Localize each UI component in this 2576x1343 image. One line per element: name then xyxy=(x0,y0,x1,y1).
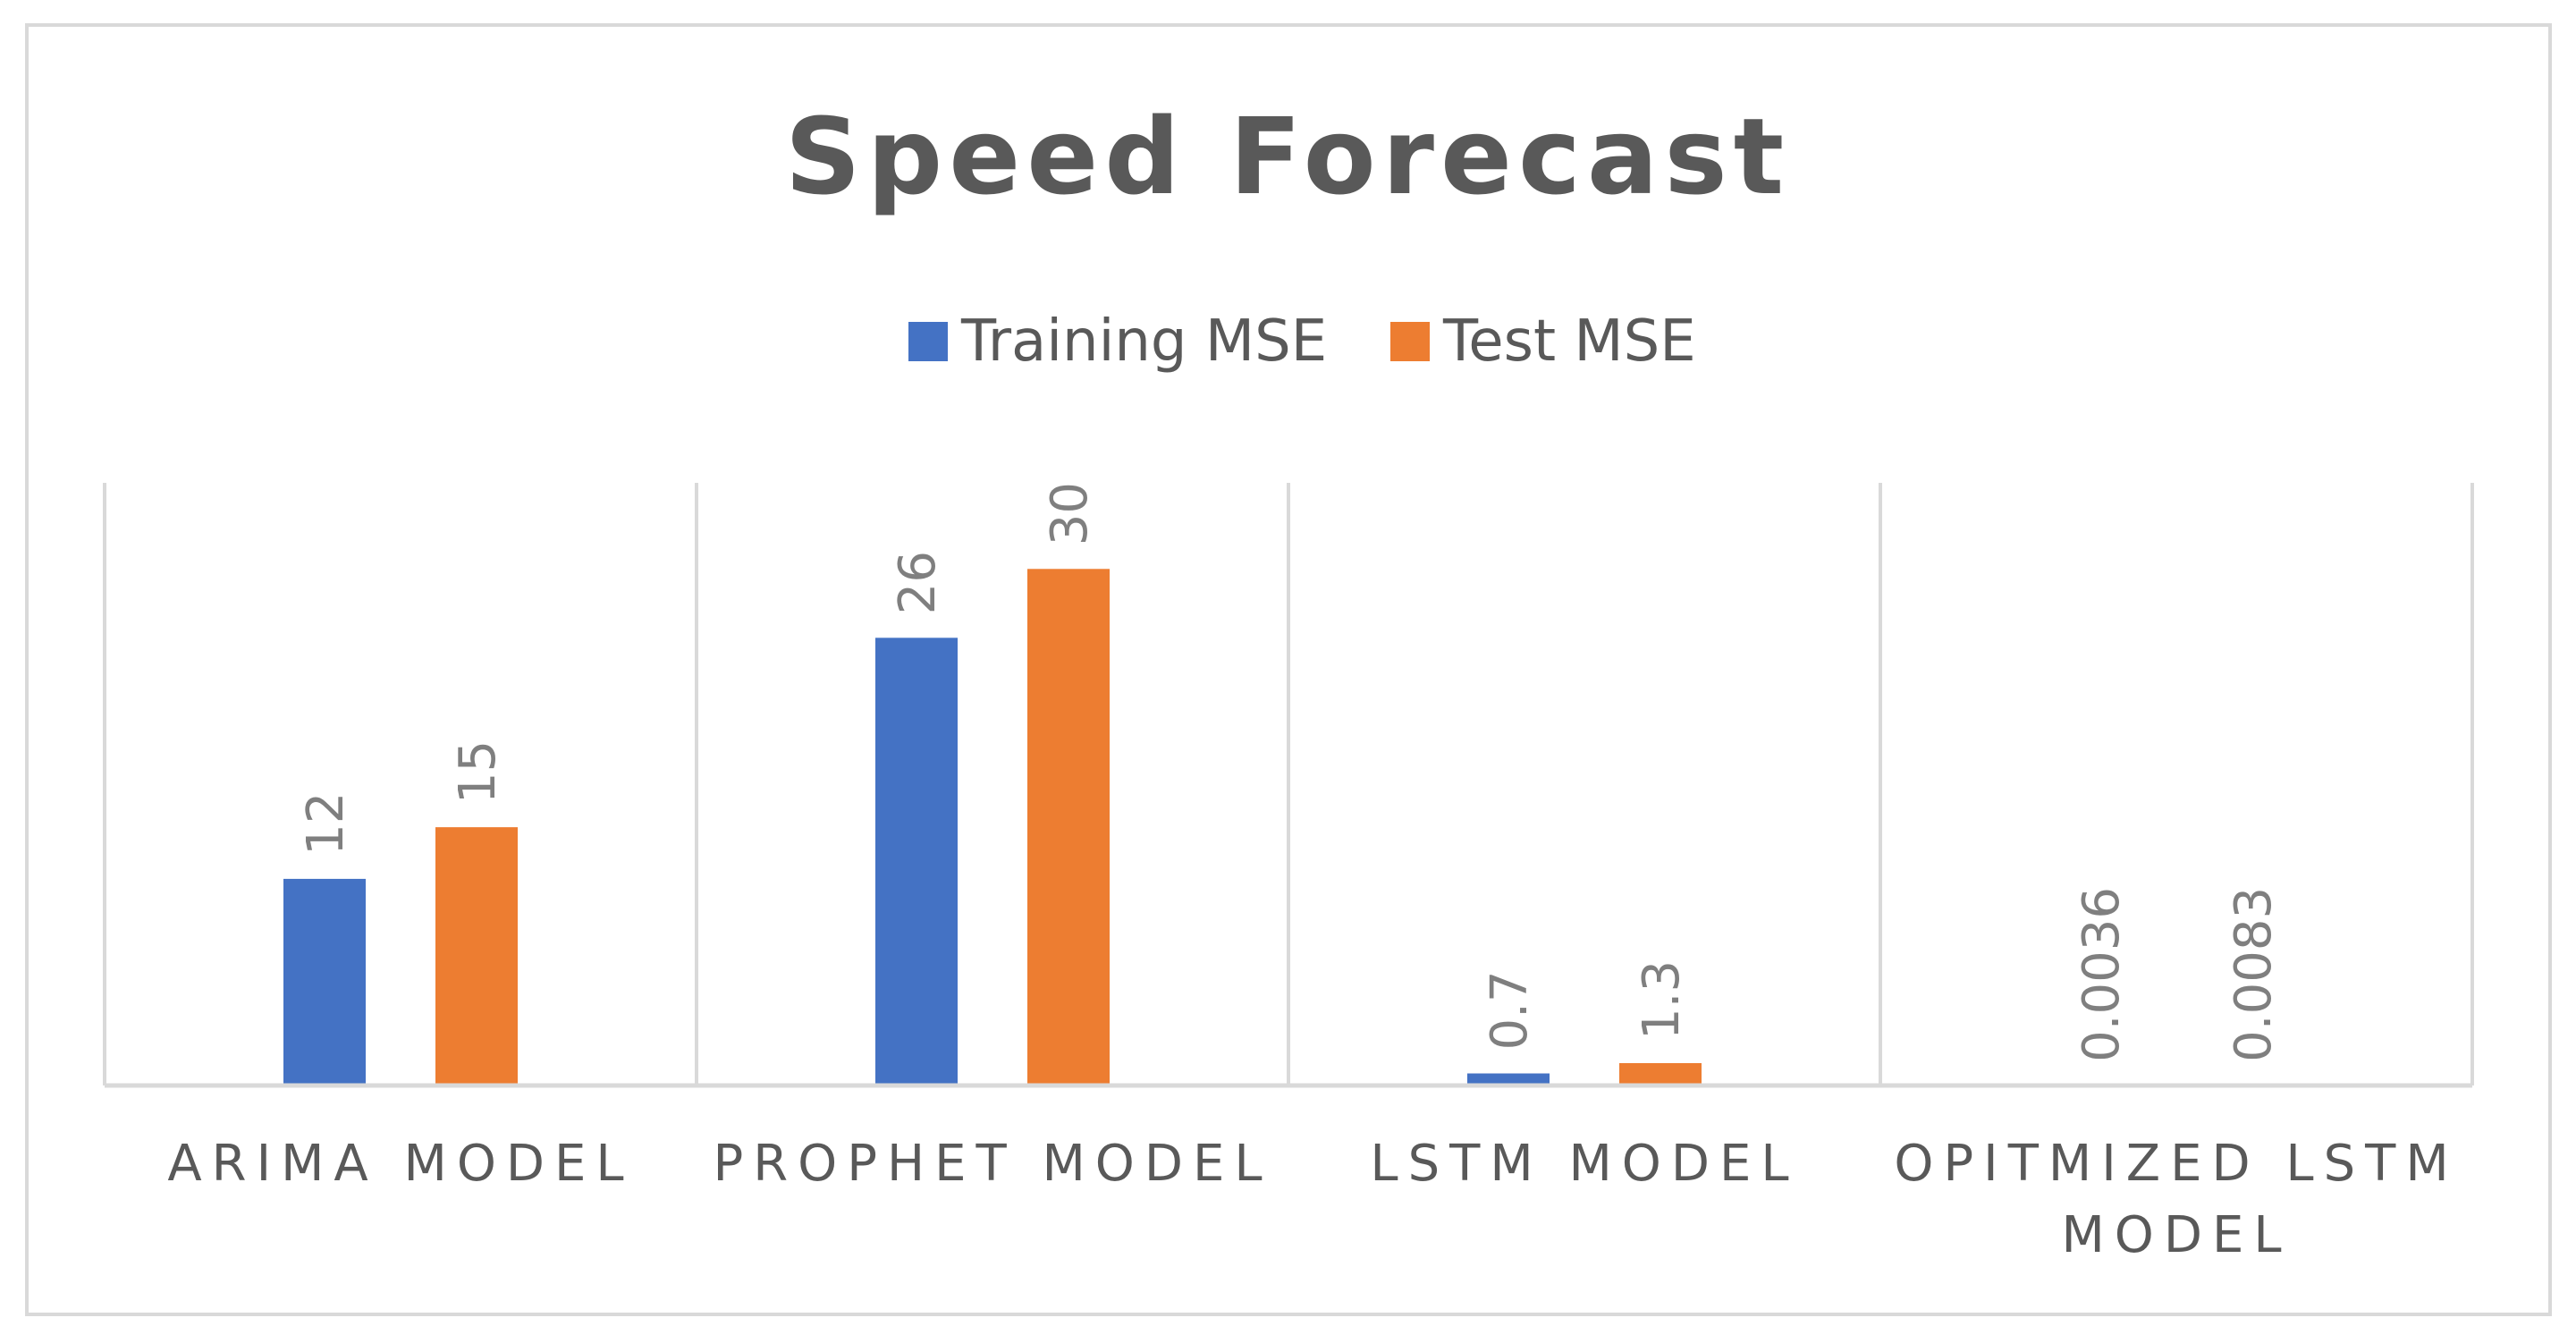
category-label: ARIMA MODEL xyxy=(167,1135,633,1193)
legend-swatch xyxy=(1390,322,1430,361)
bar-test-mse xyxy=(435,827,518,1085)
data-label: 26 xyxy=(889,551,947,614)
bar-training-mse xyxy=(283,878,366,1085)
data-label: 1.3 xyxy=(1633,960,1691,1040)
category-label: LSTM MODEL xyxy=(1370,1135,1798,1193)
data-label: 15 xyxy=(449,740,507,804)
legend-item: Training MSE xyxy=(908,308,1327,375)
data-label: 0.7 xyxy=(1481,970,1539,1050)
bar-test-mse xyxy=(1027,569,1110,1085)
bar-training-mse xyxy=(1467,1073,1550,1085)
category-label: OPITMIZED LSTM MODEL xyxy=(1894,1135,2458,1264)
plot-area: 12 15 26 30 0.7 1.3 0.0036 0.0083 ARIMA MODEL PRO… xyxy=(103,482,2474,1264)
legend-swatch xyxy=(908,322,948,361)
bar-training-mse xyxy=(875,638,958,1085)
data-label: 12 xyxy=(297,792,355,856)
chart-title: Speed Forecast xyxy=(785,95,1790,218)
legend-label: Training MSE xyxy=(960,308,1327,375)
data-label: 0.0083 xyxy=(2225,887,2283,1062)
legend: Training MSE Test MSE xyxy=(908,308,1696,375)
legend-label: Test MSE xyxy=(1442,308,1696,375)
legend-item: Test MSE xyxy=(1390,308,1696,375)
data-label: 30 xyxy=(1041,482,1099,545)
category-label: PROPHET MODEL xyxy=(713,1135,1271,1193)
bar-test-mse xyxy=(1619,1062,1702,1085)
data-label: 0.0036 xyxy=(2073,887,2131,1062)
